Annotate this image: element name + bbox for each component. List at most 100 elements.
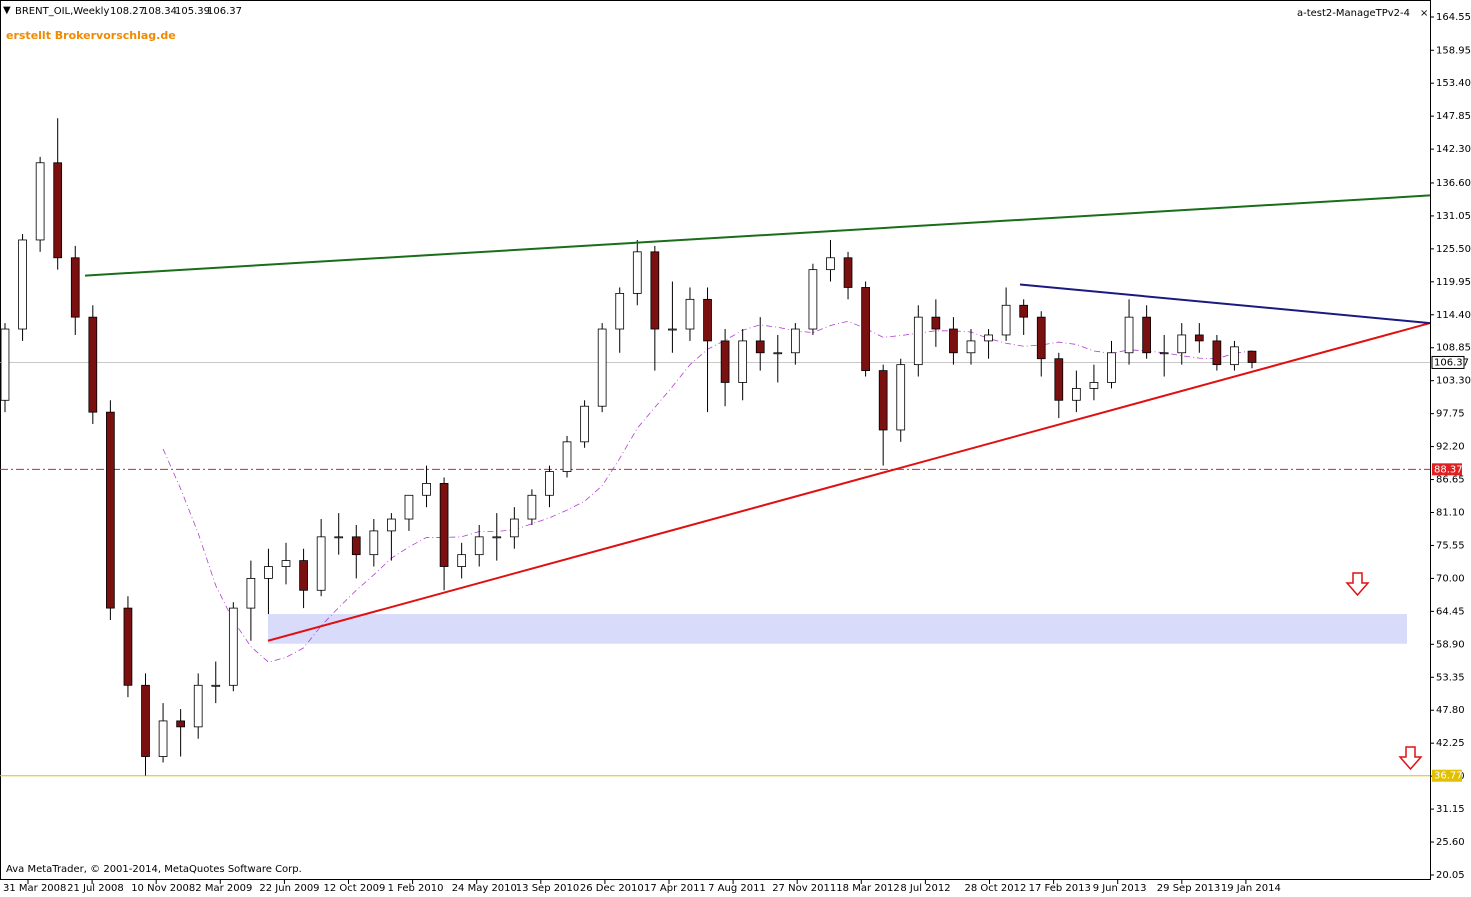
candle-body (791, 328, 800, 354)
candle-body (896, 364, 906, 431)
y-tick-label: 47.80 (1436, 705, 1465, 716)
candle-body (141, 684, 150, 757)
candle-body (246, 578, 256, 609)
x-tick-label: 7 Aug 2011 (708, 883, 766, 894)
x-tick-label: 29 Sep 2013 (1157, 883, 1220, 894)
candle-body (703, 298, 712, 342)
candle-body (1124, 316, 1134, 354)
candle-body (650, 251, 660, 330)
candle-body (1054, 358, 1064, 401)
x-tick-label: 17 Apr 2011 (644, 883, 706, 894)
candle-body (580, 405, 589, 443)
candle-body (211, 684, 221, 687)
candle-body (70, 257, 80, 318)
price-tag-label: 106.37 (1434, 357, 1469, 368)
candle-body (878, 370, 888, 431)
y-tick-label: 158.95 (1436, 45, 1471, 56)
candle-body (931, 316, 941, 330)
y-tick-label: 147.85 (1436, 111, 1471, 122)
y-tick-label: 92.20 (1436, 442, 1465, 453)
menu-arrow[interactable]: ▼ (3, 5, 11, 16)
footer: Ava MetaTrader, © 2001-2014, MetaQuotes … (6, 864, 302, 875)
candle-body (826, 257, 835, 271)
candle-body (264, 566, 273, 579)
y-tick-label: 119.95 (1436, 277, 1471, 288)
candle-body (949, 328, 958, 354)
y-tick-label: 97.75 (1436, 409, 1465, 420)
x-tick-label: 27 Nov 2011 (772, 883, 836, 894)
candle-body (88, 316, 98, 413)
x-tick-label: 17 Feb 2013 (1029, 883, 1091, 894)
candle-body (808, 269, 818, 330)
candle-body (597, 328, 607, 407)
candle-body (193, 684, 203, 728)
candle-body (615, 293, 625, 330)
candle-body (527, 494, 537, 520)
candle-body (334, 536, 344, 539)
candle-body (1159, 352, 1169, 355)
ohlc-low: 105.39 (175, 6, 210, 17)
x-tick-label: 21 Jul 2008 (67, 883, 124, 894)
candle-body (1036, 316, 1046, 360)
candle-body (387, 518, 396, 532)
ohlc-close: 106.37 (207, 6, 242, 17)
x-tick-label: 18 Mar 2012 (836, 883, 899, 894)
candle-body (773, 352, 783, 355)
candle-body (913, 316, 923, 366)
level-tag (1432, 769, 1462, 782)
y-tick-label: 114.40 (1436, 310, 1471, 321)
indicator-name: a-test2-ManageTPv2-4 (1297, 8, 1410, 19)
candle-body (369, 530, 379, 556)
x-tick-label: 31 Mar 2008 (3, 883, 66, 894)
candle-body (281, 560, 291, 567)
candle-body (351, 536, 361, 556)
level-tag (1432, 463, 1462, 476)
x-tick-label: 9 Jun 2013 (1093, 883, 1147, 894)
candle-body (1001, 304, 1011, 336)
y-tick-label: 131.05 (1436, 211, 1471, 222)
close-button[interactable]: × (1420, 8, 1428, 19)
trendline (267, 322, 1431, 642)
candle-body (1107, 352, 1116, 383)
y-tick-label: 42.25 (1436, 738, 1465, 749)
level-tag-label: 36.77 (1434, 771, 1463, 782)
x-tick-label: 26 Dec 2010 (580, 883, 644, 894)
candle-body (984, 334, 993, 342)
candle-body (176, 720, 185, 728)
candle-body (861, 287, 870, 371)
y-tick-label: 75.55 (1436, 540, 1465, 551)
candle-body (1230, 346, 1239, 366)
y-tick-label: 103.30 (1436, 376, 1471, 387)
x-tick-label: 13 Sep 2010 (516, 883, 579, 894)
x-tick-label: 8 Jul 2012 (900, 883, 950, 894)
candle-body (1177, 334, 1187, 354)
candle-body (545, 471, 554, 496)
y-tick-label: 70.00 (1436, 573, 1465, 584)
candle-body (422, 483, 431, 496)
candle-body (0, 328, 10, 401)
candle-body (1194, 334, 1204, 342)
y-tick-label: 58.90 (1436, 639, 1465, 650)
candle-body (668, 328, 677, 331)
candle-body (299, 560, 308, 591)
candle-body (158, 720, 168, 757)
ohlc-high: 108.34 (142, 6, 177, 17)
y-tick-label: 25.60 (1436, 837, 1465, 848)
down-arrow (1398, 746, 1423, 771)
candle-body (106, 411, 115, 609)
candle-body (492, 536, 502, 539)
candle-body (509, 518, 519, 538)
candle-body (53, 162, 63, 259)
x-tick-label: 22 Jun 2009 (259, 883, 319, 894)
candle-body (632, 251, 642, 294)
candle-body (1072, 388, 1081, 401)
y-tick-label: 136.60 (1436, 178, 1471, 189)
y-tick-label: 153.40 (1436, 78, 1471, 89)
candle-body (738, 340, 748, 383)
x-tick-label: 19 Jan 2014 (1221, 883, 1281, 894)
candle-body (316, 536, 326, 591)
candle-body (843, 257, 853, 288)
x-tick-label: 12 Oct 2009 (324, 883, 386, 894)
candle-body (18, 239, 27, 330)
